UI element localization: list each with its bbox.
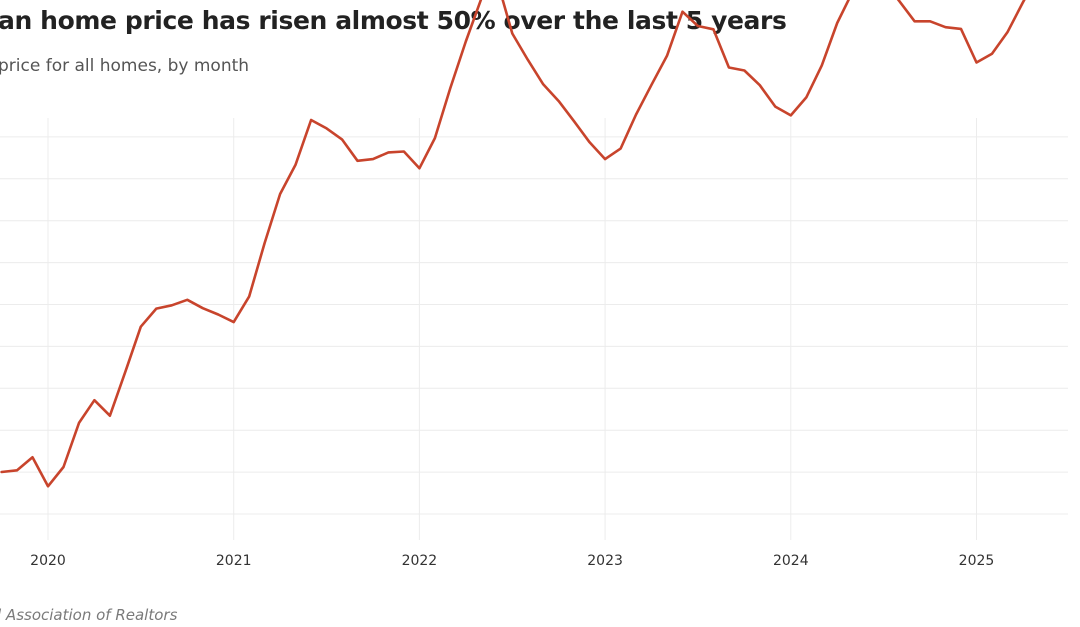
x-tick-label: 2023 (587, 553, 623, 569)
x-tick-label: 2022 (402, 553, 438, 569)
x-axis-ticks: 2020 2021 2022 2023 2024 2025 (30, 553, 994, 569)
series-line (0, 0, 1026, 488)
gridlines (0, 118, 1068, 540)
x-tick-label: 2021 (216, 553, 252, 569)
x-tick-label: 2024 (773, 553, 809, 569)
chart-title: an home price has risen almost 50% over … (0, 6, 787, 35)
x-tick-label: 2020 (30, 553, 66, 569)
source-note: l Association of Realtors (0, 606, 178, 624)
x-tick-label: 2025 (959, 553, 995, 569)
chart-subtitle: price for all homes, by month (0, 56, 250, 76)
